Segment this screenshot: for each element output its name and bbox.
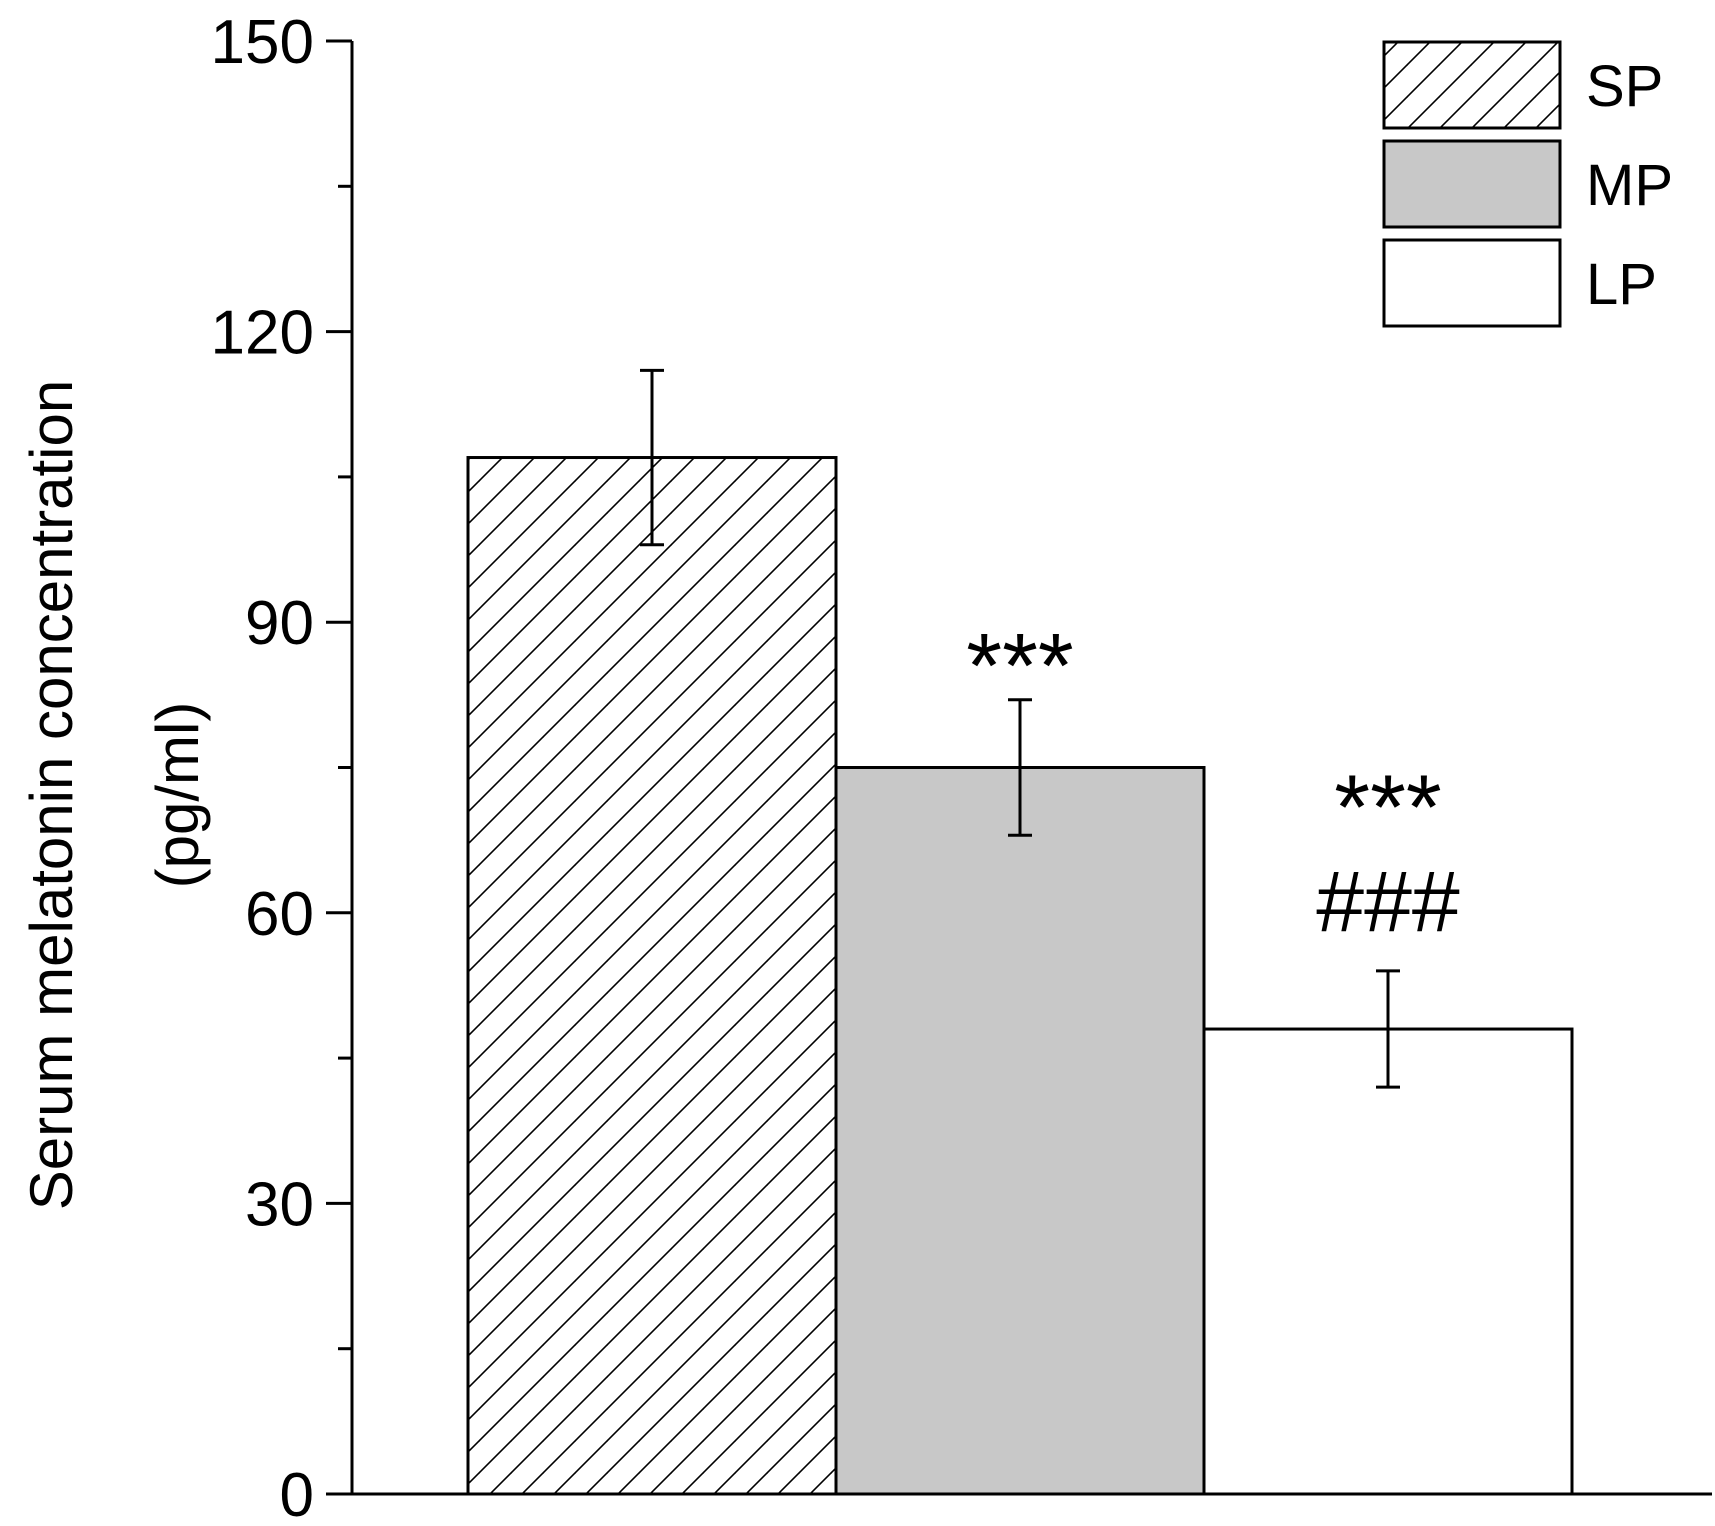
legend-item-mp: MP — [1382, 139, 1673, 229]
bar-sp — [466, 456, 838, 1496]
y-tick-label: 60 — [245, 880, 314, 949]
legend-swatch — [1382, 139, 1562, 229]
annotations: ******### — [966, 616, 1460, 950]
legend-item-lp: LP — [1382, 238, 1657, 328]
legend-label: LP — [1586, 252, 1657, 317]
y-axis-label: Serum melatonin concentration (pg/ml) — [18, 380, 211, 1210]
significance-stars: *** — [1334, 757, 1441, 859]
y-tick-label: 30 — [245, 1170, 314, 1239]
error-bar-sp — [640, 368, 664, 547]
y-tick-label: 0 — [280, 1461, 314, 1526]
y-axis-label-line2: (pg/ml) — [144, 702, 211, 889]
legend-swatch — [1382, 238, 1562, 328]
legend-label: SP — [1586, 54, 1663, 119]
y-tick-label: 90 — [245, 589, 314, 658]
error-bar-mp — [1008, 698, 1032, 837]
y-axis-label-line1: Serum melatonin concentration — [18, 380, 85, 1210]
bar-lp — [1202, 1027, 1574, 1496]
legend-swatch — [1382, 40, 1562, 130]
legend-item-sp: SP — [1382, 40, 1663, 130]
error-bar-lp — [1376, 969, 1400, 1089]
y-tick-label: 150 — [211, 8, 314, 77]
bar-mp — [834, 766, 1206, 1496]
significance-hashes: ### — [1316, 854, 1460, 950]
y-axis: 0 30 60 90 120 150 — [211, 8, 1712, 1526]
legend: SP MP LP — [1382, 40, 1673, 328]
legend-label: MP — [1586, 153, 1673, 218]
significance-stars: *** — [966, 616, 1073, 718]
error-bars — [640, 368, 1400, 1089]
y-tick-label: 120 — [211, 299, 314, 368]
bars — [466, 456, 1574, 1496]
